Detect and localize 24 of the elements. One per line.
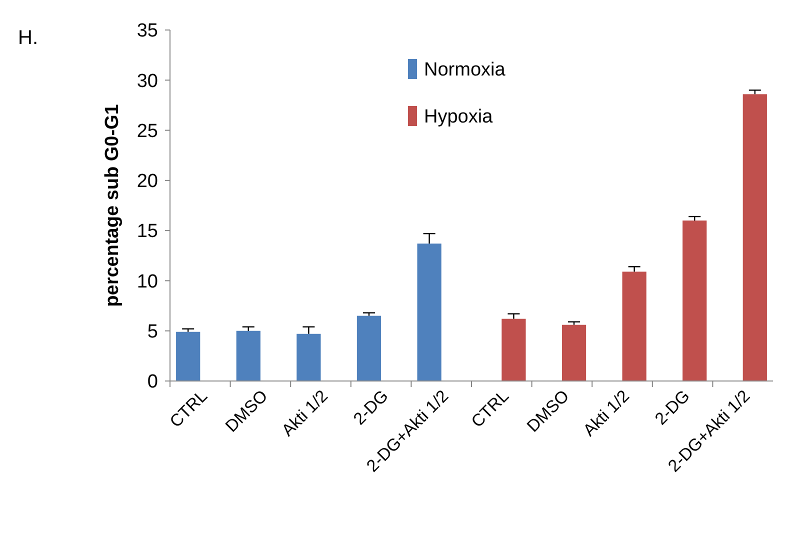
y-axis-title: percentage sub G0-G1 <box>102 104 123 307</box>
x-tick-label: Akti 1/2 <box>278 386 332 440</box>
bar <box>502 318 526 381</box>
y-tick-label: 5 <box>147 322 158 343</box>
y-tick-label: 30 <box>136 70 158 92</box>
y-tick-label: 0 <box>147 372 158 393</box>
bar <box>176 332 200 381</box>
bar <box>296 334 321 381</box>
y-tick-label: 20 <box>136 171 158 192</box>
legend-label: Hypoxia <box>424 106 494 128</box>
y-tick-label: 15 <box>136 221 158 242</box>
bar <box>417 244 442 381</box>
bar <box>682 220 707 381</box>
y-tick-label: 35 <box>136 20 158 42</box>
bar <box>562 324 586 381</box>
x-tick-label: Akti 1/2 <box>580 386 634 440</box>
chart-title: H. <box>18 27 38 49</box>
legend-label: Normoxia <box>424 60 506 81</box>
bar <box>622 272 646 381</box>
bar <box>236 330 260 381</box>
y-tick-label: 25 <box>136 120 158 142</box>
bar <box>356 316 382 381</box>
y-tick-label: 10 <box>136 271 158 292</box>
bar <box>742 94 767 381</box>
